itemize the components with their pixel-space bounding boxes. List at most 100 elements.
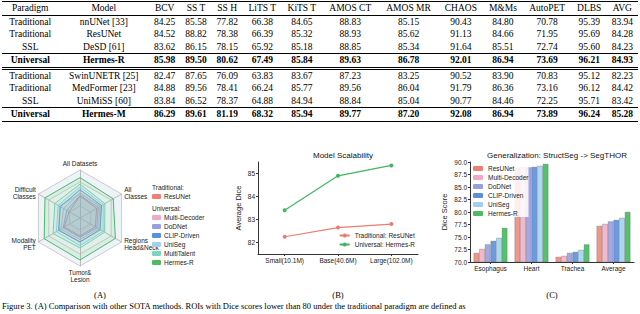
svg-text:Dice Score: Dice Score bbox=[440, 194, 449, 231]
svg-text:PET: PET bbox=[23, 244, 36, 251]
svg-text:DoDNet: DoDNet bbox=[488, 183, 511, 190]
html-text:66.38: 66.38 bbox=[251, 16, 273, 27]
svg-text:CLIP-Driven: CLIP-Driven bbox=[164, 232, 200, 239]
html-text:84.80: 84.80 bbox=[492, 16, 514, 27]
svg-text:ResUNet: ResUNet bbox=[488, 165, 515, 172]
svg-text:UniSeg: UniSeg bbox=[164, 241, 186, 249]
svg-text:75.0: 75.0 bbox=[454, 234, 467, 241]
svg-text:Average: Average bbox=[601, 265, 625, 273]
html-text:84.52: 84.52 bbox=[154, 29, 176, 40]
svg-text:Traditional:: Traditional: bbox=[152, 184, 184, 191]
html-text:71.95: 71.95 bbox=[536, 29, 558, 40]
html-text:78.38: 78.38 bbox=[216, 29, 238, 40]
html-text:65.92: 65.92 bbox=[251, 41, 273, 52]
svg-text:Hermes-R: Hermes-R bbox=[164, 259, 194, 266]
html-text:66.39: 66.39 bbox=[251, 29, 273, 40]
html-text:77.82: 77.82 bbox=[216, 16, 238, 27]
html-text:83.94: 83.94 bbox=[611, 16, 633, 27]
html-text:85.34: 85.34 bbox=[397, 41, 420, 52]
html-text:KiTS T: KiTS T bbox=[287, 3, 317, 14]
html-text:88.82: 88.82 bbox=[185, 29, 207, 40]
html-text:88.83: 88.83 bbox=[339, 16, 361, 27]
html-text:DLBS: DLBS bbox=[577, 3, 602, 14]
svg-text:Classes: Classes bbox=[124, 193, 148, 200]
html-text:90.43: 90.43 bbox=[450, 16, 472, 27]
html-text:85.62: 85.62 bbox=[397, 29, 420, 40]
svg-text:87.5: 87.5 bbox=[454, 171, 467, 178]
svg-text:Large(102.0M): Large(102.0M) bbox=[370, 257, 413, 265]
svg-text:90.0: 90.0 bbox=[454, 159, 467, 166]
html-text:83.62: 83.62 bbox=[154, 41, 176, 52]
html-text:84.25: 84.25 bbox=[154, 16, 176, 27]
html-text:AMOS CT: AMOS CT bbox=[329, 3, 372, 14]
html-text:SS H: SS H bbox=[217, 3, 238, 14]
svg-text:All: All bbox=[124, 186, 132, 193]
html-text:BCV: BCV bbox=[154, 3, 175, 14]
html-text:AutoPET: AutoPET bbox=[529, 3, 566, 14]
svg-text:82: 82 bbox=[248, 239, 256, 246]
html-text:CHAOS: CHAOS bbox=[444, 3, 477, 14]
svg-text:Heart: Heart bbox=[524, 265, 540, 272]
svg-text:72.5: 72.5 bbox=[454, 246, 467, 253]
svg-text:Trachea: Trachea bbox=[561, 265, 585, 272]
html-text:DeSD [61]: DeSD [61] bbox=[83, 41, 125, 52]
html-text:Paradigm: Paradigm bbox=[12, 3, 49, 14]
svg-text:All Datasets: All Datasets bbox=[63, 160, 98, 167]
html-text:84.65: 84.65 bbox=[291, 16, 313, 27]
svg-text:82.5: 82.5 bbox=[454, 196, 467, 203]
svg-text:ResUNet: ResUNet bbox=[164, 193, 191, 200]
html-text:88.93: 88.93 bbox=[339, 29, 361, 40]
html-text:88.85: 88.85 bbox=[339, 41, 361, 52]
svg-text:Lesion: Lesion bbox=[70, 276, 90, 283]
html-text:85.18: 85.18 bbox=[291, 41, 313, 52]
html-text:ResUNet: ResUNet bbox=[86, 29, 122, 40]
svg-text:83: 83 bbox=[248, 216, 256, 223]
html-text:Traditional: Traditional bbox=[9, 29, 52, 40]
html-text:70.78: 70.78 bbox=[536, 16, 558, 27]
html-text:Model: Model bbox=[91, 3, 117, 14]
svg-text:85.0: 85.0 bbox=[454, 184, 467, 191]
svg-text:Multi-Decoder: Multi-Decoder bbox=[164, 214, 205, 221]
svg-text:85: 85 bbox=[248, 170, 256, 177]
svg-text:CLIP-Driven: CLIP-Driven bbox=[488, 192, 524, 199]
svg-text:Model Scalability: Model Scalability bbox=[313, 151, 373, 160]
svg-text:Base(40.6M): Base(40.6M) bbox=[319, 257, 356, 265]
html-text:M&Ms: M&Ms bbox=[488, 3, 517, 14]
svg-text:Classes: Classes bbox=[13, 193, 37, 200]
svg-text:70.0: 70.0 bbox=[454, 259, 467, 266]
svg-text:Universal:: Universal: bbox=[152, 205, 181, 212]
svg-text:80.0: 80.0 bbox=[454, 209, 467, 216]
html-text:AMOS MR: AMOS MR bbox=[386, 3, 431, 14]
html-text:84.28: 84.28 bbox=[611, 29, 633, 40]
svg-text:Esophagus: Esophagus bbox=[474, 265, 507, 273]
html-text:85.15: 85.15 bbox=[397, 16, 420, 27]
html-text:85.32: 85.32 bbox=[291, 29, 313, 40]
svg-text:Multi-Decoder: Multi-Decoder bbox=[488, 174, 529, 181]
svg-text:Average Dice: Average Dice bbox=[234, 186, 243, 231]
svg-text:Universal: Hermes-R: Universal: Hermes-R bbox=[355, 241, 416, 248]
svg-text:Hermes-R: Hermes-R bbox=[488, 210, 518, 217]
svg-text:Small(10.1M): Small(10.1M) bbox=[265, 257, 304, 265]
html-text:78.15: 78.15 bbox=[216, 41, 238, 52]
svg-text:DoDNet: DoDNet bbox=[164, 223, 187, 230]
svg-text:MultiTalent: MultiTalent bbox=[164, 250, 195, 257]
html-text:SSL: SSL bbox=[22, 41, 39, 52]
svg-text:Difficult: Difficult bbox=[15, 186, 36, 193]
html-text:85.58: 85.58 bbox=[185, 16, 207, 27]
svg-text:Generalization: StructSeg -> S: Generalization: StructSeg -> SegTHOR bbox=[487, 151, 627, 160]
html-text:86.15: 86.15 bbox=[185, 41, 207, 52]
html-text:95.69: 95.69 bbox=[578, 29, 600, 40]
html-text:SS T: SS T bbox=[186, 3, 206, 14]
html-text:95.39: 95.39 bbox=[578, 16, 600, 27]
svg-text:84: 84 bbox=[248, 193, 256, 200]
html-text:LiTS T: LiTS T bbox=[248, 3, 277, 14]
svg-text:Traditional: ResUNet: Traditional: ResUNet bbox=[355, 232, 415, 239]
svg-text:Tumor&: Tumor& bbox=[69, 269, 93, 276]
html-text:nnUNet [33]: nnUNet [33] bbox=[79, 16, 128, 27]
html-text:91.13: 91.13 bbox=[450, 29, 472, 40]
svg-text:77.5: 77.5 bbox=[454, 221, 467, 228]
html-text:AVG: AVG bbox=[612, 3, 632, 14]
html-text:Traditional: Traditional bbox=[9, 16, 52, 27]
svg-text:UniSeg: UniSeg bbox=[488, 201, 510, 209]
html-text:84.66: 84.66 bbox=[492, 29, 514, 40]
